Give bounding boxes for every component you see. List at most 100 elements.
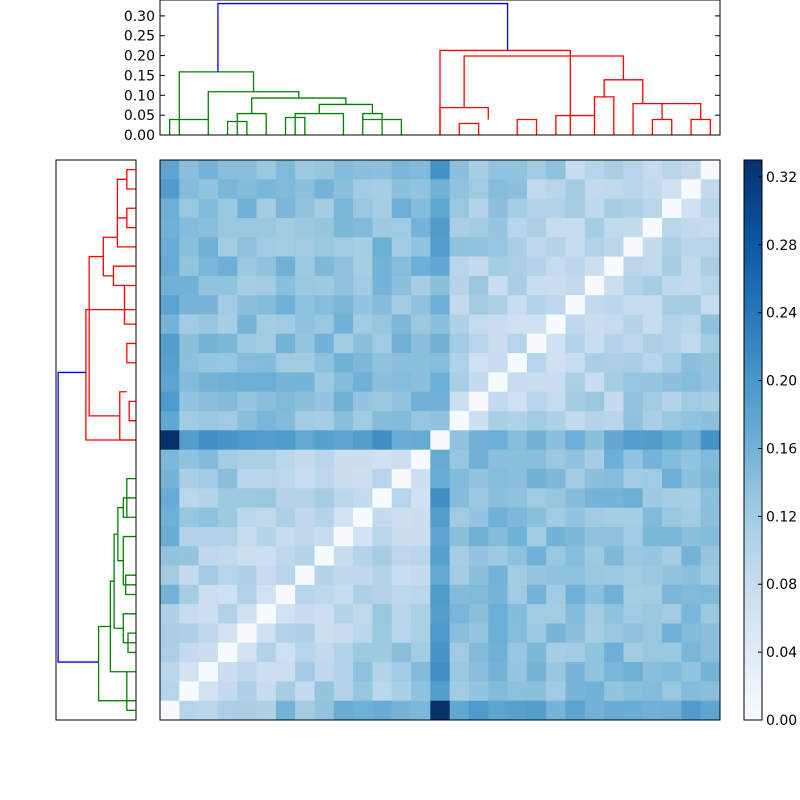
heatmap-cell [700,353,721,373]
heatmap-cell [333,411,354,431]
colorbar-segment [744,300,762,306]
heatmap-cell [179,198,200,219]
heatmap-cell [275,546,296,566]
heatmap-cell [160,565,180,586]
heatmap-cell [449,217,470,238]
heatmap-cell [565,430,586,451]
heatmap-cell [662,237,682,257]
heatmap-cell [700,488,721,508]
colorbar-segment [744,248,762,254]
heatmap-cell [565,198,586,219]
left-link-14 [123,284,136,325]
heatmap-cell [179,256,200,277]
heatmap-cell [488,411,508,431]
heatmap-cell [333,565,354,586]
heatmap-cell [391,314,412,335]
heatmap-cell [295,623,315,644]
heatmap-cell [449,391,470,412]
heatmap-cell [623,700,644,721]
heatmap-cell [662,507,682,528]
heatmap-cell [295,391,315,412]
heatmap-cell [565,565,586,586]
heatmap-cell [565,623,586,644]
heatmap-cell [198,179,219,200]
heatmap-cell [333,217,354,238]
heatmap-cell [353,314,373,335]
heatmap-cell [198,237,219,257]
heatmap-cell [449,411,470,431]
heatmap-cell [526,642,547,663]
heatmap-cell [604,526,624,547]
heatmap-cell [430,526,451,547]
heatmap-cell [411,565,431,586]
heatmap-cell [565,584,586,605]
heatmap-cell [507,217,528,238]
heatmap-cell [179,507,200,528]
heatmap-cell [700,237,721,257]
heatmap-cell [237,256,257,277]
heatmap-cell [507,642,528,663]
colorbar-segment [744,542,762,548]
left-link-22 [85,309,136,441]
heatmap-cell [468,681,489,702]
heatmap-cell [391,275,412,296]
heatmap-cell [584,546,605,566]
heatmap-cell [179,353,200,373]
heatmap-cell [217,333,238,354]
heatmap-cell [160,642,180,663]
left-link-7 [117,506,124,562]
top-link-15 [593,96,615,135]
heatmap-cell [604,604,624,624]
top-link-22 [439,49,571,135]
heatmap-cell [642,372,663,393]
heatmap-cell [391,700,412,721]
heatmap-cell [353,353,373,373]
heatmap-cell [333,353,354,373]
heatmap-cell [295,642,315,663]
heatmap-cell [353,642,373,663]
heatmap-cell [411,237,431,257]
heatmap-cell [584,488,605,508]
heatmap-cell [584,507,605,528]
heatmap-cell [333,391,354,412]
heatmap-cell [391,295,412,315]
heatmap-cell [256,468,277,489]
heatmap-cell [237,353,257,373]
heatmap-cell [488,700,508,721]
heatmap-cell [198,623,219,644]
colorbar-segment [744,556,762,562]
colorbar-segment [744,449,762,455]
heatmap-cell [526,449,547,470]
heatmap-cell [217,314,238,335]
heatmap-cell [662,353,682,373]
heatmap-cell [372,314,393,335]
heatmap-cell [295,449,315,470]
left-link-0 [126,671,136,711]
heatmap-cell [526,662,547,682]
heatmap-cell [526,275,547,296]
heatmap-cell [295,314,315,335]
heatmap-cell [256,507,277,528]
heatmap-cell [237,526,257,547]
heatmap-cell [160,314,180,335]
heatmap-cell [430,333,451,354]
colorbar-tick-label: 0.00 [766,713,797,729]
heatmap-cell [565,507,586,528]
heatmap-cell [314,468,335,489]
top-link-10 [178,71,255,135]
heatmap-cell [237,179,257,200]
heatmap-cell [275,604,296,624]
top-link-23 [217,2,509,72]
heatmap-cell [411,391,431,412]
heatmap-cell [160,662,180,682]
heatmap-cell [430,700,451,721]
colorbar-segment [744,640,762,646]
heatmap-cell [372,411,393,431]
heatmap-cell [546,681,566,702]
heatmap-cell [526,468,547,489]
heatmap-cell [700,449,721,470]
heatmap-cell [237,314,257,335]
colorbar-segment [744,710,762,716]
top-ytick-label: 0.00 [124,128,155,144]
heatmap-cell [160,507,180,528]
